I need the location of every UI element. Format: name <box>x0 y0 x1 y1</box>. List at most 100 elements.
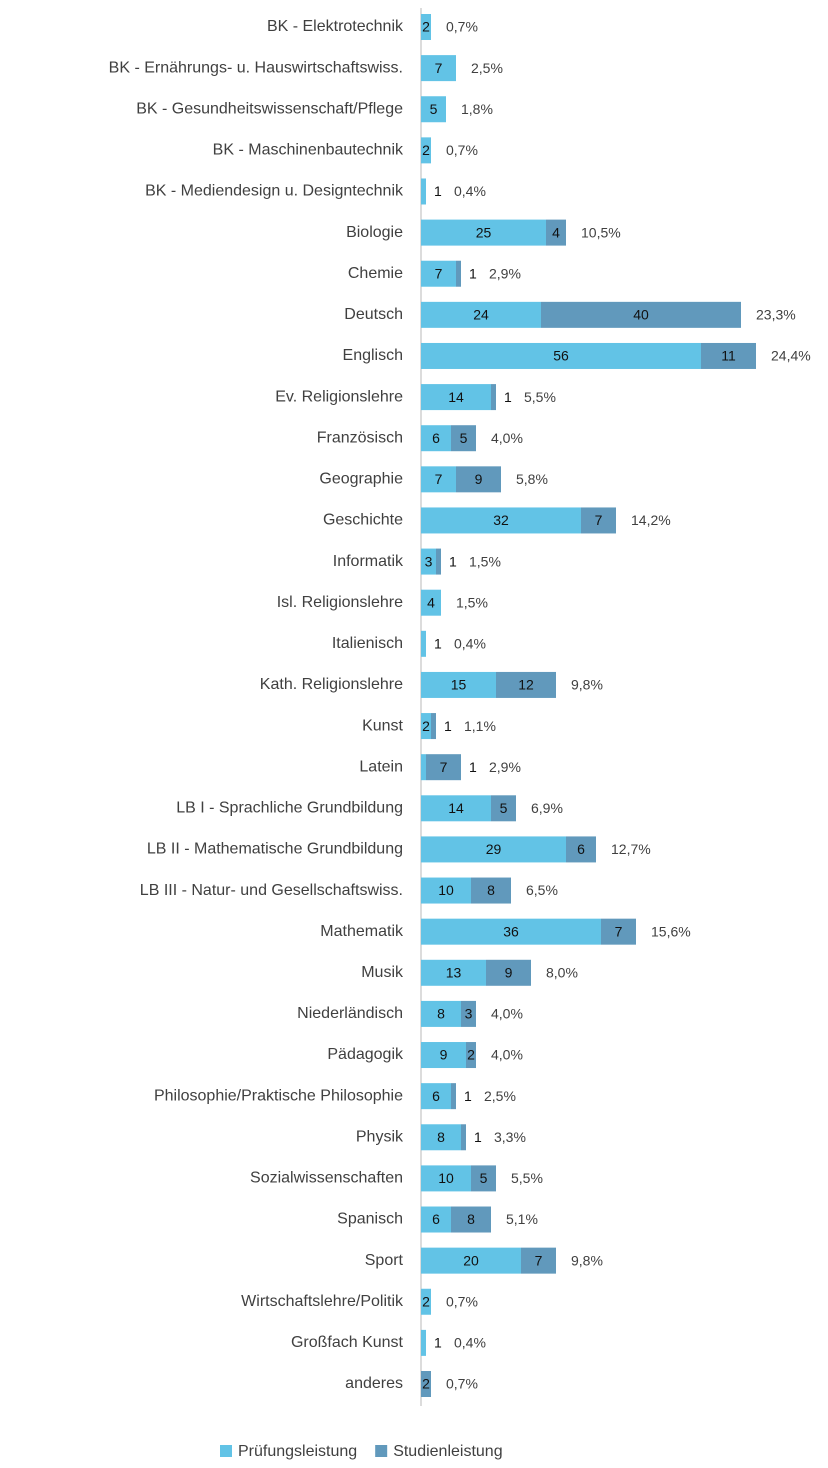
bar-segment <box>421 836 566 863</box>
share-label: 0,4% <box>454 183 486 199</box>
share-label: 2,9% <box>489 759 521 775</box>
bar-segment <box>421 55 456 82</box>
data-label: 3 <box>465 1006 473 1022</box>
category-label: Latein <box>359 758 403 775</box>
bar-segment <box>421 1288 431 1315</box>
data-label: 9 <box>440 1047 448 1063</box>
share-label: 5,5% <box>524 389 556 405</box>
data-label: 1 <box>434 1335 442 1351</box>
data-label: 14 <box>448 800 464 816</box>
data-label: 2 <box>422 718 430 734</box>
category-label: Informatik <box>333 553 404 570</box>
data-label: 2 <box>467 1047 475 1063</box>
data-label: 40 <box>633 307 649 323</box>
bar-segment <box>436 548 441 575</box>
bar-segment <box>421 301 541 328</box>
data-label: 12 <box>518 677 534 693</box>
data-label: 5 <box>460 430 468 446</box>
bar-segment <box>546 219 566 246</box>
share-label: 4,0% <box>491 430 523 446</box>
bar-segment <box>421 178 426 205</box>
legend-swatch <box>375 1445 388 1457</box>
data-label: 1 <box>474 1129 482 1145</box>
data-label: 5 <box>480 1170 488 1186</box>
data-label: 1 <box>434 183 442 199</box>
data-label: 7 <box>440 759 448 775</box>
share-label: 6,9% <box>531 800 563 816</box>
data-label: 2 <box>422 1293 430 1309</box>
category-label: Chemie <box>348 265 403 282</box>
category-label: Sozialwissenschaften <box>250 1170 403 1187</box>
category-label: Physik <box>356 1128 404 1145</box>
data-label: 1 <box>444 718 452 734</box>
share-label: 23,3% <box>756 307 796 323</box>
category-label: Geographie <box>319 471 403 488</box>
category-label: BK - Elektrotechnik <box>267 18 404 35</box>
share-label: 0,4% <box>454 636 486 652</box>
bar-segment <box>421 384 491 411</box>
bar-segment <box>471 877 511 904</box>
bar-segment <box>491 795 516 822</box>
data-label: 1 <box>464 1088 472 1104</box>
bar-segment <box>421 1042 466 1069</box>
data-label: 7 <box>615 923 623 939</box>
bar-segment <box>421 1000 461 1027</box>
legend-swatch <box>220 1445 232 1457</box>
bar-segment <box>421 918 601 945</box>
share-label: 0,7% <box>446 1376 478 1392</box>
category-label: Englisch <box>343 347 403 364</box>
data-label: 3 <box>425 553 433 569</box>
category-label: Wirtschaftslehre/Politik <box>241 1293 404 1310</box>
category-label: BK - Mediendesign u. Designtechnik <box>145 183 404 200</box>
data-label: 7 <box>535 1252 543 1268</box>
data-label: 1 <box>434 636 442 652</box>
data-label: 4 <box>552 224 560 240</box>
data-label: 6 <box>432 1211 440 1227</box>
category-label: Pädagogik <box>327 1046 404 1063</box>
data-label: 7 <box>435 60 443 76</box>
bar-segment <box>491 384 496 411</box>
share-label: 5,5% <box>511 1170 543 1186</box>
bar-segment <box>421 795 491 822</box>
category-label: Großfach Kunst <box>291 1334 404 1351</box>
bar-segment <box>421 466 456 493</box>
share-label: 4,0% <box>491 1047 523 1063</box>
bar-segment <box>701 342 756 369</box>
data-label: 1 <box>469 265 477 281</box>
data-label: 4 <box>427 594 435 610</box>
data-label: 6 <box>432 1088 440 1104</box>
bar-segment <box>521 1247 556 1274</box>
share-label: 2,5% <box>471 60 503 76</box>
data-label: 8 <box>437 1006 445 1022</box>
data-label: 14 <box>448 389 464 405</box>
data-label: 9 <box>475 471 483 487</box>
category-label: BK - Gesundheitswissenschaft/Pflege <box>136 100 403 117</box>
category-label: anderes <box>345 1375 403 1392</box>
bar-segment <box>421 589 441 616</box>
share-label: 9,8% <box>571 677 603 693</box>
category-label: BK - Maschinenbautechnik <box>213 142 404 159</box>
bar-segment <box>421 548 436 575</box>
bar-segment <box>601 918 636 945</box>
bar-segment <box>451 1206 491 1233</box>
category-label: LB II - Mathematische Grundbildung <box>147 841 403 858</box>
data-label: 15 <box>451 677 467 693</box>
bar-segment <box>426 754 461 781</box>
category-label: Mathematik <box>320 923 404 940</box>
bar-segment <box>421 96 446 123</box>
category-label: LB III - Natur- und Gesellschaftswiss. <box>140 882 403 899</box>
share-label: 3,3% <box>494 1129 526 1145</box>
data-label: 20 <box>463 1252 479 1268</box>
bar-segment <box>421 630 426 657</box>
share-label: 1,8% <box>461 101 493 117</box>
share-label: 14,2% <box>631 512 671 528</box>
share-label: 10,5% <box>581 224 621 240</box>
bar-segment <box>421 877 471 904</box>
data-label: 8 <box>437 1129 445 1145</box>
share-label: 12,7% <box>611 841 651 857</box>
legend-label: Prüfungsleistung <box>238 1443 357 1460</box>
share-label: 1,5% <box>469 553 501 569</box>
share-label: 2,5% <box>484 1088 516 1104</box>
share-label: 6,5% <box>526 882 558 898</box>
bar-segment <box>466 1042 476 1069</box>
